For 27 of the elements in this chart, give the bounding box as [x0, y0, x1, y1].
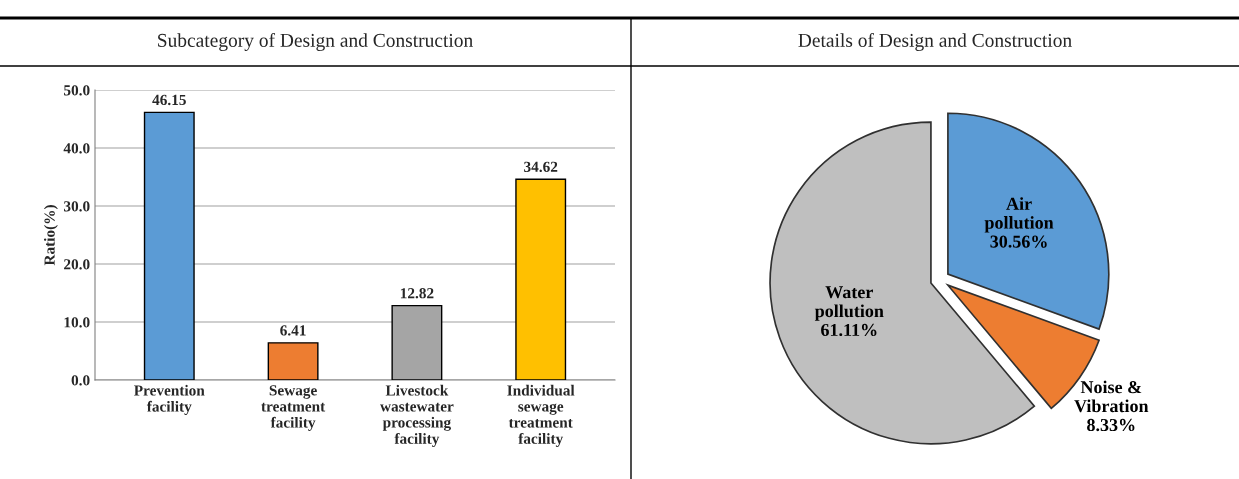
data-label: 30.56% [990, 235, 1047, 248]
y-tick-label: 30.0 [63, 201, 90, 212]
slice-label: Water pollution [814, 286, 884, 321]
x-tick-label: Individual sewage treatment facility [507, 384, 575, 447]
x-tick-label: Sewage treatment facility [261, 385, 326, 431]
x-tick-label: Livestock wastewater processing facility [380, 384, 454, 447]
bar [515, 178, 567, 380]
y-tick-label: 50.0 [64, 85, 90, 96]
data-label: 61.11% [821, 323, 877, 337]
y-axis-title: Ratio(%) [43, 205, 58, 266]
y-tick-label: 40.0 [63, 143, 90, 154]
data-label: 34.62 [524, 161, 558, 172]
slice-label: Air pollution [984, 197, 1054, 233]
y-tick-label: 20.0 [64, 259, 90, 270]
bar [391, 304, 443, 380]
chart-title: Details of Design and Construction [798, 33, 1072, 51]
data-label: 8.33% [1087, 418, 1135, 432]
data-label: 12.82 [400, 288, 434, 299]
slice-label: Noise & Vibration [1074, 380, 1149, 413]
data-label: 46.15 [152, 94, 186, 106]
y-tick-label: 0.0 [71, 375, 90, 386]
data-label: 6.41 [280, 325, 306, 336]
chart-title: Subcategory of Design and Construction [158, 33, 473, 51]
bar [267, 342, 319, 380]
bar [143, 111, 195, 380]
y-tick-label: 10.0 [64, 317, 90, 328]
x-tick-label: Prevention facility [134, 384, 205, 415]
